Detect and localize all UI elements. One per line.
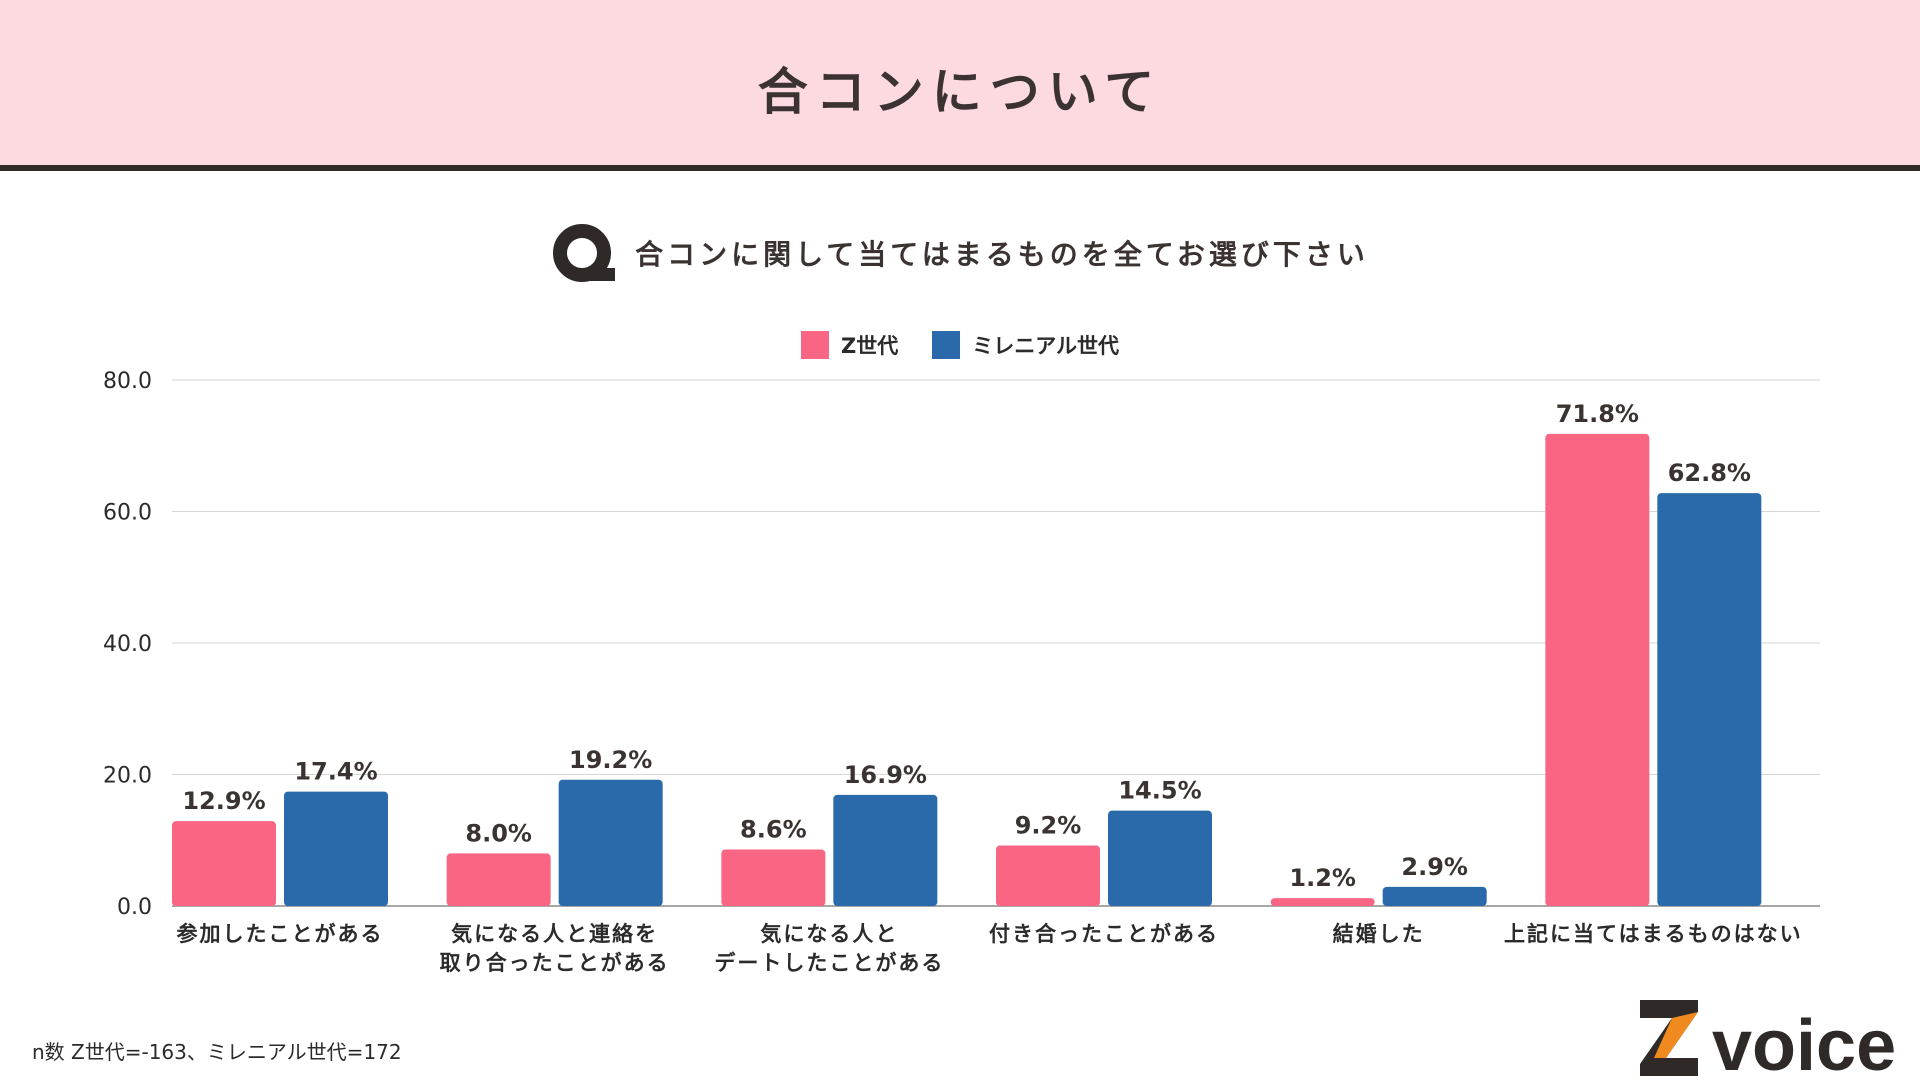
data-label: 9.2% <box>1015 812 1082 840</box>
data-label: 8.0% <box>465 819 532 847</box>
x-category-label: 取り合ったことがある <box>440 951 670 975</box>
bar-z <box>1270 898 1375 906</box>
data-label: 12.9% <box>182 787 265 815</box>
bar-millennial <box>833 794 938 906</box>
page-title: 合コンについて <box>757 63 1163 121</box>
data-label: 14.5% <box>1118 777 1201 805</box>
chart-legend: Z世代 ミレニアル世代 <box>0 330 1920 360</box>
logo-text: voice <box>1712 1006 1896 1080</box>
legend-label-millennial: ミレニアル世代 <box>972 334 1120 358</box>
x-category-label: 参加したことがある <box>177 922 384 946</box>
y-tick-label: 60.0 <box>103 501 152 526</box>
bar-z <box>446 853 551 906</box>
question-text: 合コンに関して当てはまるものを全てお選び下さい <box>635 238 1369 271</box>
legend-item-millennial: ミレニアル世代 <box>932 330 1119 360</box>
bar-chart: 0.0 20.0 40.0 60.0 80.0 12.9% 17.4% 参加したことがある 8.… <box>103 369 1820 975</box>
bar-millennial <box>558 779 663 906</box>
data-label: 71.8% <box>1556 400 1639 428</box>
data-label: 19.2% <box>569 746 652 774</box>
sample-size-note: n数 Z世代=-163、ミレニアル世代=172 <box>32 1040 402 1064</box>
legend-item-z: Z世代 <box>800 330 899 360</box>
bar-z <box>721 849 826 906</box>
y-tick-label: 0.0 <box>117 895 152 920</box>
bar-millennial <box>1382 886 1487 906</box>
legend-swatch-z <box>800 331 829 359</box>
logo-z-accent <box>1654 1012 1698 1058</box>
data-label: 17.4% <box>294 758 377 786</box>
data-label: 1.2% <box>1289 864 1356 892</box>
data-label: 2.9% <box>1401 853 1468 881</box>
legend-swatch-millennial <box>932 331 961 359</box>
bar-millennial <box>1108 810 1212 906</box>
x-category-label: 結婚した <box>1333 922 1425 946</box>
legend-label-z: Z世代 <box>840 334 899 358</box>
header-banner: 合コンについて <box>0 0 1920 171</box>
x-category-label: 上記に当てはまるものはない <box>1504 922 1803 946</box>
data-label: 62.8% <box>1668 459 1751 487</box>
bar-z <box>996 845 1100 906</box>
data-label: 16.9% <box>844 761 927 789</box>
x-category-label: デートしたことがある <box>714 951 944 975</box>
bar-z <box>1545 433 1650 906</box>
bar-z <box>172 821 276 906</box>
bar-millennial <box>1657 493 1762 906</box>
data-label: 8.6% <box>740 815 807 843</box>
bar-millennial <box>284 791 388 906</box>
y-tick-label: 40.0 <box>103 632 152 657</box>
x-category-label: 気になる人と <box>760 922 898 946</box>
x-category-label: 付き合ったことがある <box>989 922 1219 946</box>
zvoice-logo: voice <box>1640 1000 1896 1080</box>
q-letter-icon <box>553 224 616 282</box>
question-row: 合コンに関して当てはまるものを全てお選び下さい <box>0 222 1920 288</box>
y-tick-label: 20.0 <box>103 764 152 789</box>
y-tick-label: 80.0 <box>103 369 152 394</box>
x-category-label: 気になる人と連絡を <box>451 922 658 946</box>
